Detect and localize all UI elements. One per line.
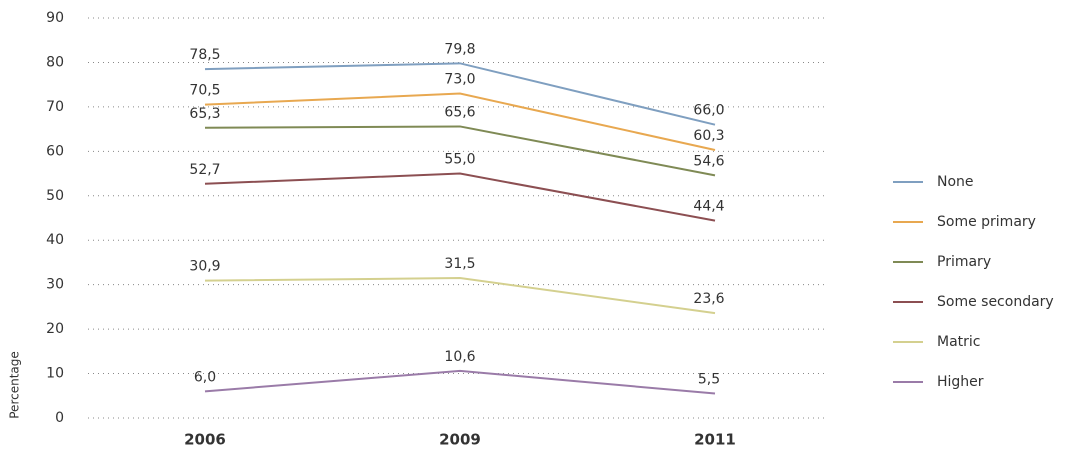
value-label: 55,0: [444, 152, 475, 168]
legend-label: None: [937, 174, 974, 190]
value-label: 60,3: [693, 128, 724, 144]
y-tick-label: 50: [46, 188, 64, 204]
legend-label: Higher: [937, 374, 984, 390]
y-tick-label: 80: [46, 54, 64, 70]
series-line: [204, 172, 716, 222]
legend-label: Matric: [937, 334, 981, 350]
series-line: [204, 62, 716, 126]
value-label: 70,5: [189, 83, 220, 99]
value-label: 23,6: [693, 291, 724, 307]
value-label: 5,5: [698, 372, 720, 388]
x-tick-label: 2006: [184, 431, 226, 449]
value-label: 52,7: [189, 162, 220, 178]
value-label: 65,6: [444, 104, 475, 120]
value-label: 6,0: [194, 369, 216, 385]
y-tick-label: 70: [46, 99, 64, 115]
y-tick-label: 60: [46, 143, 64, 159]
series-line: [204, 125, 716, 177]
value-label: 31,5: [444, 256, 475, 272]
y-axis-label: Percentage: [8, 351, 22, 419]
value-label: 65,3: [189, 106, 220, 122]
series-line: [204, 276, 716, 315]
series-line: [204, 369, 716, 395]
value-label: 78,5: [189, 47, 220, 63]
legend-label: Some primary: [937, 214, 1036, 230]
x-tick-label: 2011: [694, 431, 736, 449]
y-tick-label: 40: [46, 232, 64, 248]
value-label: 73,0: [444, 72, 475, 88]
y-tick-label: 30: [46, 277, 64, 293]
value-label: 79,8: [444, 41, 475, 57]
legend-label: Primary: [937, 254, 991, 270]
value-label: 10,6: [444, 349, 475, 365]
x-tick-label: 2009: [439, 431, 481, 449]
y-tick-label: 20: [46, 321, 64, 337]
y-tick-label: 90: [46, 10, 64, 26]
series-line: [204, 92, 716, 151]
y-tick-label: 10: [46, 366, 64, 382]
value-label: 54,6: [693, 153, 724, 169]
value-label: 66,0: [693, 103, 724, 119]
legend-label: Some secondary: [937, 294, 1054, 310]
y-tick-label: 0: [55, 410, 64, 426]
value-label: 44,4: [693, 199, 724, 215]
value-label: 30,9: [189, 259, 220, 275]
